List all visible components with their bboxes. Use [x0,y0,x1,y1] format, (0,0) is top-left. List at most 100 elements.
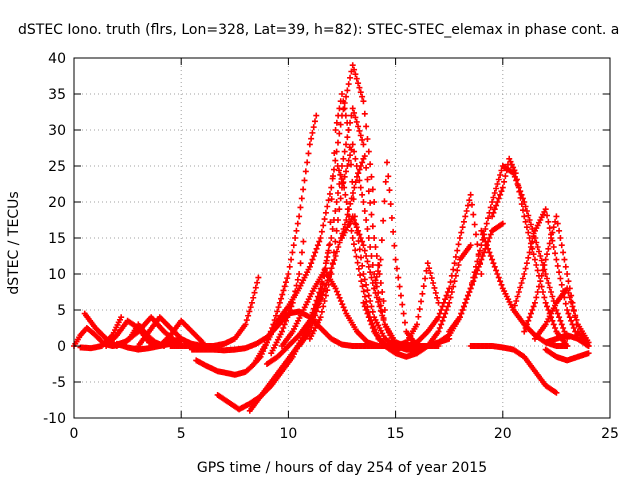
data-point [459,307,466,313]
data-point [360,271,367,277]
data-point [274,308,281,315]
data-point [363,281,370,288]
y-axis-label: dSTEC / TECUs [6,191,22,294]
data-point [298,249,305,256]
data-point [324,203,331,210]
data-point [333,227,340,234]
y-tick-label: 40 [48,51,66,67]
data-point [357,254,364,261]
data-point [368,274,375,281]
data-point [293,227,300,234]
data-point [342,112,349,119]
data-point [542,206,549,213]
data-point [549,293,556,300]
data-point [419,290,426,297]
data-point [546,225,553,232]
data-point [422,275,429,282]
data-point [327,219,334,226]
data-point [566,294,573,301]
y-tick-label: -10 [43,411,66,427]
data-point [382,178,389,185]
data-point [289,299,296,306]
data-point [466,289,473,295]
data-point [564,343,571,349]
data-point [489,199,496,205]
data-point [494,199,501,205]
data-point [254,279,261,286]
data-point [585,350,592,357]
data-point [553,256,560,263]
data-point [367,199,374,206]
data-point [440,314,447,321]
data-point [340,155,347,162]
data-point [554,310,561,317]
data-point [365,148,372,155]
data-point [376,262,383,269]
data-point [317,296,324,303]
data-point [350,241,357,248]
data-point [364,258,371,265]
data-point [562,263,569,270]
data-point [375,298,382,305]
data-point [336,239,343,246]
data-point [558,242,565,249]
data-point [568,298,575,305]
data-point [515,182,522,189]
data-point [554,220,561,227]
data-point [486,235,493,241]
data-point [493,185,500,192]
data-point [498,188,505,195]
data-point [380,217,387,224]
data-point [468,201,475,208]
data-point [501,178,508,185]
y-tick-label: 10 [48,267,66,283]
data-point [317,314,324,321]
data-point [519,275,526,282]
data-point [537,278,544,285]
data-point [372,279,379,286]
data-point [456,314,463,321]
data-point [313,245,320,252]
data-point [309,256,316,263]
x-tick-label: 15 [387,426,405,442]
data-point [432,289,439,296]
data-point [420,283,427,290]
data-point [332,157,339,164]
data-point [463,208,470,214]
data-point [467,285,474,292]
data-point [363,217,370,223]
data-point [523,260,530,267]
data-point [386,187,393,194]
data-point [353,163,360,169]
data-point [546,284,553,291]
data-point [361,276,368,283]
data-point [380,316,387,323]
data-point [494,181,501,187]
data-point [431,284,438,291]
data-point [512,170,519,177]
data-point [475,253,482,259]
data-point [355,265,362,272]
data-point [285,271,292,277]
data-point [440,299,447,306]
data-point [365,235,372,241]
data-point [395,274,402,281]
data-point [548,289,555,295]
data-point [348,161,355,168]
data-point [541,262,548,268]
data-point [329,173,336,180]
data-point [549,229,556,236]
data-point [312,249,319,256]
data-point [335,244,342,250]
data-point [328,184,335,191]
data-point [321,273,328,280]
series-30 [489,155,571,349]
data-point [541,294,548,301]
data-point [495,195,502,202]
data-point [310,124,317,131]
data-point [482,226,489,232]
data-point [361,247,368,254]
data-point [467,242,474,249]
data-point [344,134,351,141]
data-point [527,244,534,250]
